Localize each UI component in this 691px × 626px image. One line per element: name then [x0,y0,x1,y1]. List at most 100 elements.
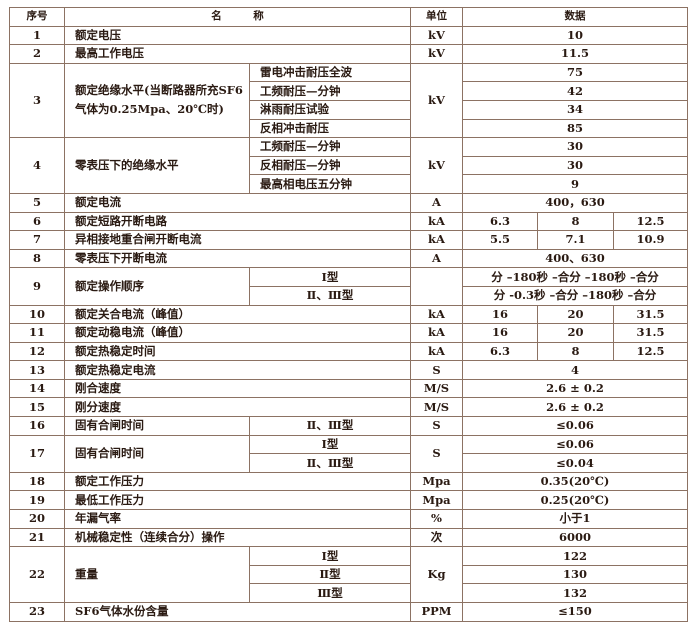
unit: kA [410,341,463,362]
value: 31.5 [612,323,689,343]
unit: Kg [410,546,463,603]
table-row: 14 刚合速度 M/S 2.6 ± 0.2 [9,378,689,399]
value: 130 [461,564,689,585]
parameter-name: 最低工作压力 [64,490,411,511]
value: ≤150 [461,602,689,622]
value: 12.5 [612,341,689,362]
unit: kV [410,44,463,64]
parameter-name: SF6气体水份含量 [64,602,411,622]
value: 30 [461,155,689,176]
row-number: 2 [9,44,65,64]
parameter-name: 年漏气率 [64,509,411,529]
sub-parameter: 工频耐压—分钟 [249,81,411,101]
spec-table: 序号 名 称 单位 数据 1 额定电压 kV 10 2 最高工作电压 kV 11.5 3 额定绝缘… [9,7,689,622]
parameter-name: 零表压下开断电流 [64,248,411,269]
value: 小于1 [461,509,689,529]
table-row: 19 最低工作压力 Mpa 0.25(20℃) [9,490,689,511]
row-number: 18 [9,471,65,492]
sub-parameter: 反相耐压—分钟 [249,155,411,176]
table-row: 最高相电压五分钟 9 [10,174,689,194]
value: 6000 [461,527,689,548]
sub-parameter: Ⅱ、Ⅲ型 [249,416,411,436]
unit [410,267,463,306]
table-row: 10 额定关合电流（峰值） kA 16 20 31.5 [9,304,689,325]
row-number: 16 [9,416,65,436]
row-number: 14 [9,378,65,399]
sub-parameter: 淋雨耐压试验 [249,99,411,120]
header-data: 数据 [461,7,689,27]
unit: PPM [410,602,463,622]
row-number: 1 [9,25,65,46]
unit: Mpa [410,490,463,511]
unit: A [410,192,463,213]
parameter-name: 额定关合电流（峰值） [64,304,411,325]
value: 2.6 ± 0.2 [461,378,689,399]
sub-parameter: Ⅰ型 [249,434,411,455]
table-row: Ⅲ型 132 [10,583,689,603]
row-number: 22 [9,546,65,603]
parameter-name: 异相接地重合闸开断电流 [64,230,411,250]
value: 30 [461,137,689,157]
value: 7.1 [537,230,614,250]
row-number: 6 [9,211,65,232]
parameter-name: 固有合闸时间 [64,416,250,436]
value: 6.3 [462,341,538,362]
table-row: 22 重量 Ⅰ型 Kg 122 [9,546,689,603]
table-row: Ⅱ、Ⅲ型 分 -0.3秒 –合分 –180秒 –合分 [10,285,689,306]
parameter-name: 额定工作压力 [64,471,411,492]
table-row: 7 异相接地重合闸开断电流 kA 5.5 7.1 10.9 [9,230,689,250]
row-number: 19 [9,490,65,511]
unit: 次 [410,527,463,548]
parameter-name: 刚合速度 [64,378,411,399]
row-number: 15 [9,397,65,418]
unit: kA [410,211,463,232]
sub-parameter: Ⅰ型 [249,546,411,566]
table-row: 5 额定电流 A 400，630 [9,192,689,213]
sub-parameter: 雷电冲击耐压全波 [249,62,411,83]
table-row: 23 SF6气体水份含量 PPM ≤150 [9,602,689,622]
header-row: 序号 名 称 单位 数据 [9,7,689,27]
value: 8 [537,341,614,362]
value: 75 [461,62,689,83]
header-name: 名 称 [64,7,411,27]
row-number: 9 [9,267,65,306]
table-row: 9 额定操作顺序 Ⅰ型 分 –180秒 –合分 –180秒 –合分 [9,267,689,306]
parameter-name: 最高工作电压 [64,44,411,64]
value: ≤0.06 [461,434,689,455]
value: 400，630 [461,192,689,213]
parameter-name: 固有合闸时间 [64,434,250,473]
table-row: 13 额定热稳定电流 S 4 [9,360,689,380]
unit: S [410,434,463,473]
parameter-name: 刚分速度 [64,397,411,418]
unit: Mpa [410,471,463,492]
parameter-name: 额定短路开断电路 [64,211,411,232]
row-number: 21 [9,527,65,548]
row-number: 20 [9,509,65,529]
unit: kV [410,25,463,46]
value: 85 [461,118,689,139]
parameter-name: 额定绝缘水平(当断路器所充SF6气体为0.25Mpa、20℃时) [64,62,250,139]
sub-parameter: Ⅲ型 [249,583,411,603]
unit: A [410,248,463,269]
table-row: 20 年漏气率% 小于1 [9,509,689,529]
value: 分 -0.3秒 –合分 –180秒 –合分 [461,285,689,306]
value: 4 [461,360,689,380]
value: 0.35(20℃) [461,471,689,492]
value: 11.5 [461,44,689,64]
row-number: 5 [9,192,65,213]
sub-parameter: Ⅱ、Ⅲ型 [249,285,411,306]
parameter-name: 重量 [64,546,250,603]
value: 9 [461,174,689,194]
value: 16 [462,304,538,325]
value: 0.25(20℃) [461,490,689,511]
unit: M/S [410,378,463,399]
value: 2.6 ± 0.2 [461,397,689,418]
unit: kA [410,304,463,325]
table-row: 8 零表压下开断电流 A 400、630 [9,248,689,269]
table-row: 4 零表压下的绝缘水平 工频耐压—分钟 kV 30 [9,137,689,194]
unit: kA [410,230,463,250]
sub-parameter: 工频耐压—分钟 [249,137,411,157]
value: 5.5 [462,230,538,250]
value: 31.5 [612,304,689,325]
header-unit: 单位 [410,7,463,27]
